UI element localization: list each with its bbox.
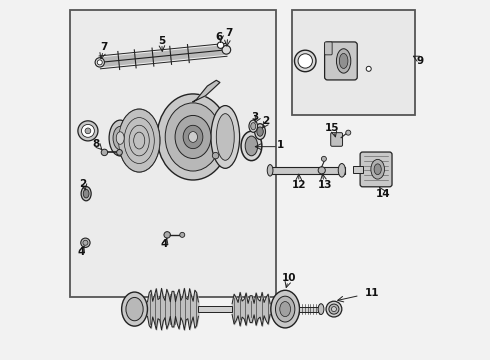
- Ellipse shape: [129, 125, 149, 156]
- Ellipse shape: [119, 109, 160, 172]
- Text: 2: 2: [262, 116, 270, 126]
- Circle shape: [97, 60, 102, 65]
- Text: 13: 13: [318, 180, 332, 190]
- Ellipse shape: [374, 164, 381, 175]
- Circle shape: [101, 149, 108, 156]
- Ellipse shape: [245, 136, 258, 156]
- FancyBboxPatch shape: [360, 152, 392, 187]
- Bar: [270, 167, 345, 174]
- Circle shape: [81, 125, 95, 137]
- Text: 2: 2: [79, 179, 87, 189]
- Text: 14: 14: [376, 189, 391, 199]
- Ellipse shape: [189, 132, 197, 142]
- Circle shape: [326, 301, 342, 317]
- FancyBboxPatch shape: [324, 42, 357, 80]
- Circle shape: [346, 130, 351, 135]
- Text: 8: 8: [93, 139, 100, 149]
- Bar: [353, 166, 364, 173]
- Ellipse shape: [338, 163, 345, 177]
- Circle shape: [366, 66, 371, 71]
- FancyBboxPatch shape: [324, 42, 332, 55]
- Ellipse shape: [318, 304, 324, 315]
- Ellipse shape: [251, 123, 256, 130]
- Circle shape: [117, 149, 122, 155]
- Text: 4: 4: [77, 247, 84, 257]
- Text: 7: 7: [225, 28, 233, 38]
- Circle shape: [218, 42, 224, 48]
- Circle shape: [81, 238, 90, 247]
- Ellipse shape: [157, 94, 229, 180]
- Ellipse shape: [134, 132, 145, 149]
- Text: 9: 9: [416, 55, 423, 66]
- Text: 12: 12: [292, 180, 306, 190]
- Circle shape: [318, 167, 325, 174]
- Circle shape: [85, 128, 91, 134]
- Ellipse shape: [175, 116, 211, 158]
- Ellipse shape: [280, 302, 291, 317]
- Text: 5: 5: [158, 36, 166, 46]
- Ellipse shape: [241, 131, 262, 161]
- Ellipse shape: [255, 124, 266, 139]
- Polygon shape: [193, 80, 220, 102]
- Circle shape: [298, 54, 313, 68]
- Ellipse shape: [124, 118, 154, 163]
- Ellipse shape: [81, 186, 91, 201]
- Ellipse shape: [116, 132, 124, 144]
- Text: 6: 6: [216, 32, 223, 41]
- Ellipse shape: [216, 114, 234, 160]
- Ellipse shape: [249, 120, 258, 132]
- Circle shape: [329, 304, 339, 314]
- Ellipse shape: [165, 103, 221, 171]
- Ellipse shape: [339, 53, 348, 68]
- Bar: [70, 10, 276, 297]
- Circle shape: [180, 232, 185, 237]
- Ellipse shape: [211, 105, 240, 168]
- Text: 7: 7: [101, 42, 108, 52]
- Ellipse shape: [113, 126, 127, 150]
- Ellipse shape: [119, 109, 160, 172]
- Text: 10: 10: [281, 273, 296, 283]
- Ellipse shape: [267, 165, 273, 176]
- Text: 11: 11: [365, 288, 380, 298]
- Ellipse shape: [257, 127, 263, 136]
- Bar: [292, 10, 416, 116]
- Bar: [198, 306, 232, 312]
- Circle shape: [78, 121, 98, 141]
- Circle shape: [212, 152, 219, 159]
- Circle shape: [95, 58, 104, 67]
- FancyBboxPatch shape: [331, 133, 343, 146]
- Ellipse shape: [271, 290, 299, 328]
- Ellipse shape: [337, 49, 351, 73]
- Ellipse shape: [83, 189, 89, 198]
- Ellipse shape: [122, 292, 147, 326]
- Text: 3: 3: [252, 112, 259, 122]
- Text: 1: 1: [276, 140, 284, 150]
- Circle shape: [222, 45, 231, 54]
- Ellipse shape: [109, 120, 131, 156]
- Circle shape: [321, 156, 326, 161]
- Ellipse shape: [183, 125, 203, 149]
- Ellipse shape: [275, 296, 295, 322]
- Text: 4: 4: [161, 239, 168, 249]
- Text: 15: 15: [324, 123, 339, 133]
- Bar: [299, 307, 320, 312]
- Ellipse shape: [126, 297, 143, 321]
- Ellipse shape: [371, 159, 385, 179]
- Circle shape: [83, 240, 88, 245]
- Circle shape: [294, 50, 316, 72]
- Circle shape: [331, 307, 337, 312]
- Circle shape: [164, 231, 171, 238]
